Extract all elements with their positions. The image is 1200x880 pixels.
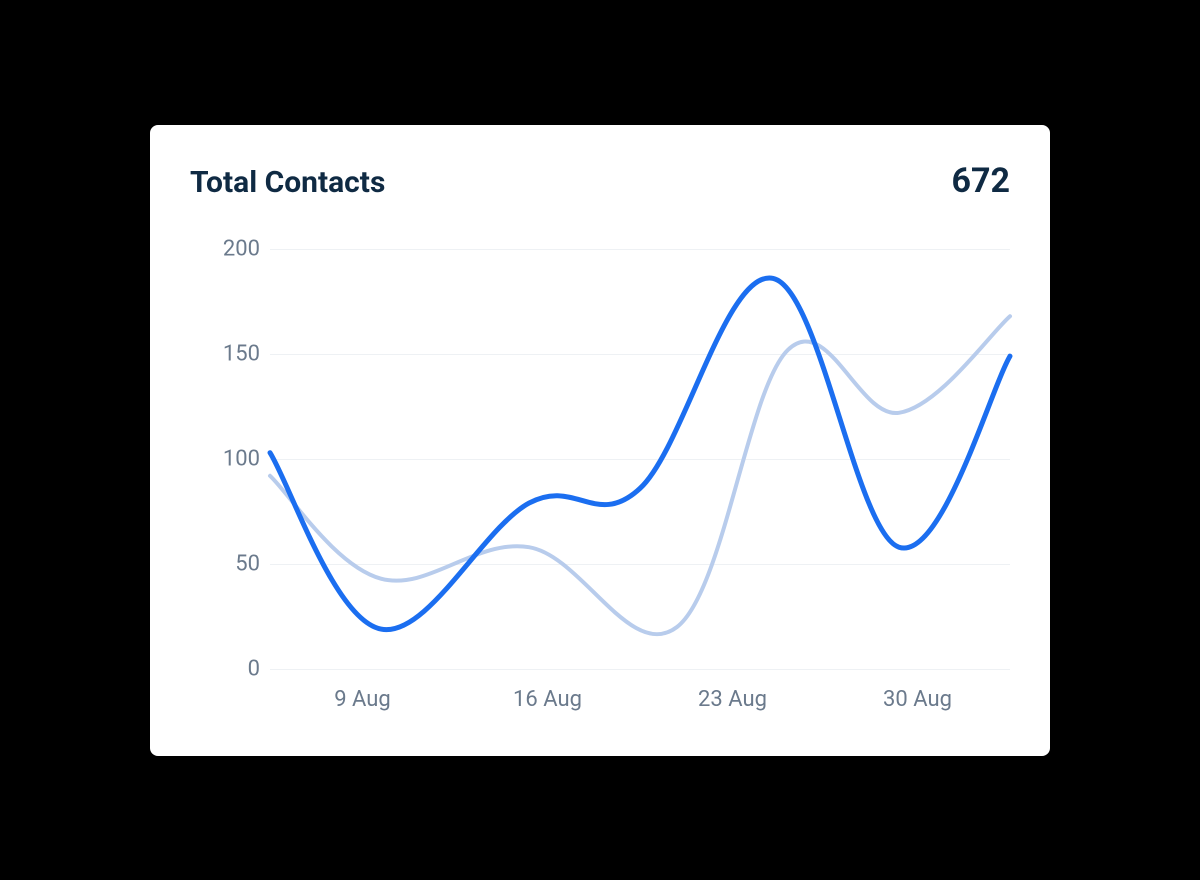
x-tick-label: 23 Aug: [640, 687, 825, 712]
gridline: [270, 669, 1010, 670]
card-header: Total Contacts 672: [190, 161, 1010, 201]
chart-lines: [270, 249, 1010, 669]
x-axis-labels: 9 Aug16 Aug23 Aug30 Aug: [270, 687, 1010, 712]
contacts-card: Total Contacts 672 0 50 100 150 200 9 Aug16 …: [150, 125, 1050, 756]
chart: 050100150200 9 Aug16 Aug23 Aug30 Aug: [190, 249, 1010, 712]
y-tick-label: 150: [190, 341, 260, 366]
plot-area: [270, 249, 1010, 669]
x-tick-label: 9 Aug: [270, 687, 455, 712]
y-tick-label: 50: [190, 551, 260, 576]
x-tick-label: 16 Aug: [455, 687, 640, 712]
x-tick-label: 30 Aug: [825, 687, 1010, 712]
y-tick-label: 200: [190, 236, 260, 261]
series-previous: [270, 316, 1010, 634]
y-axis-labels: 050100150200: [190, 249, 260, 669]
y-tick-label: 100: [190, 446, 260, 471]
card-title: Total Contacts: [190, 165, 385, 200]
y-tick-label: 0: [190, 656, 260, 681]
card-value: 672: [951, 161, 1010, 201]
